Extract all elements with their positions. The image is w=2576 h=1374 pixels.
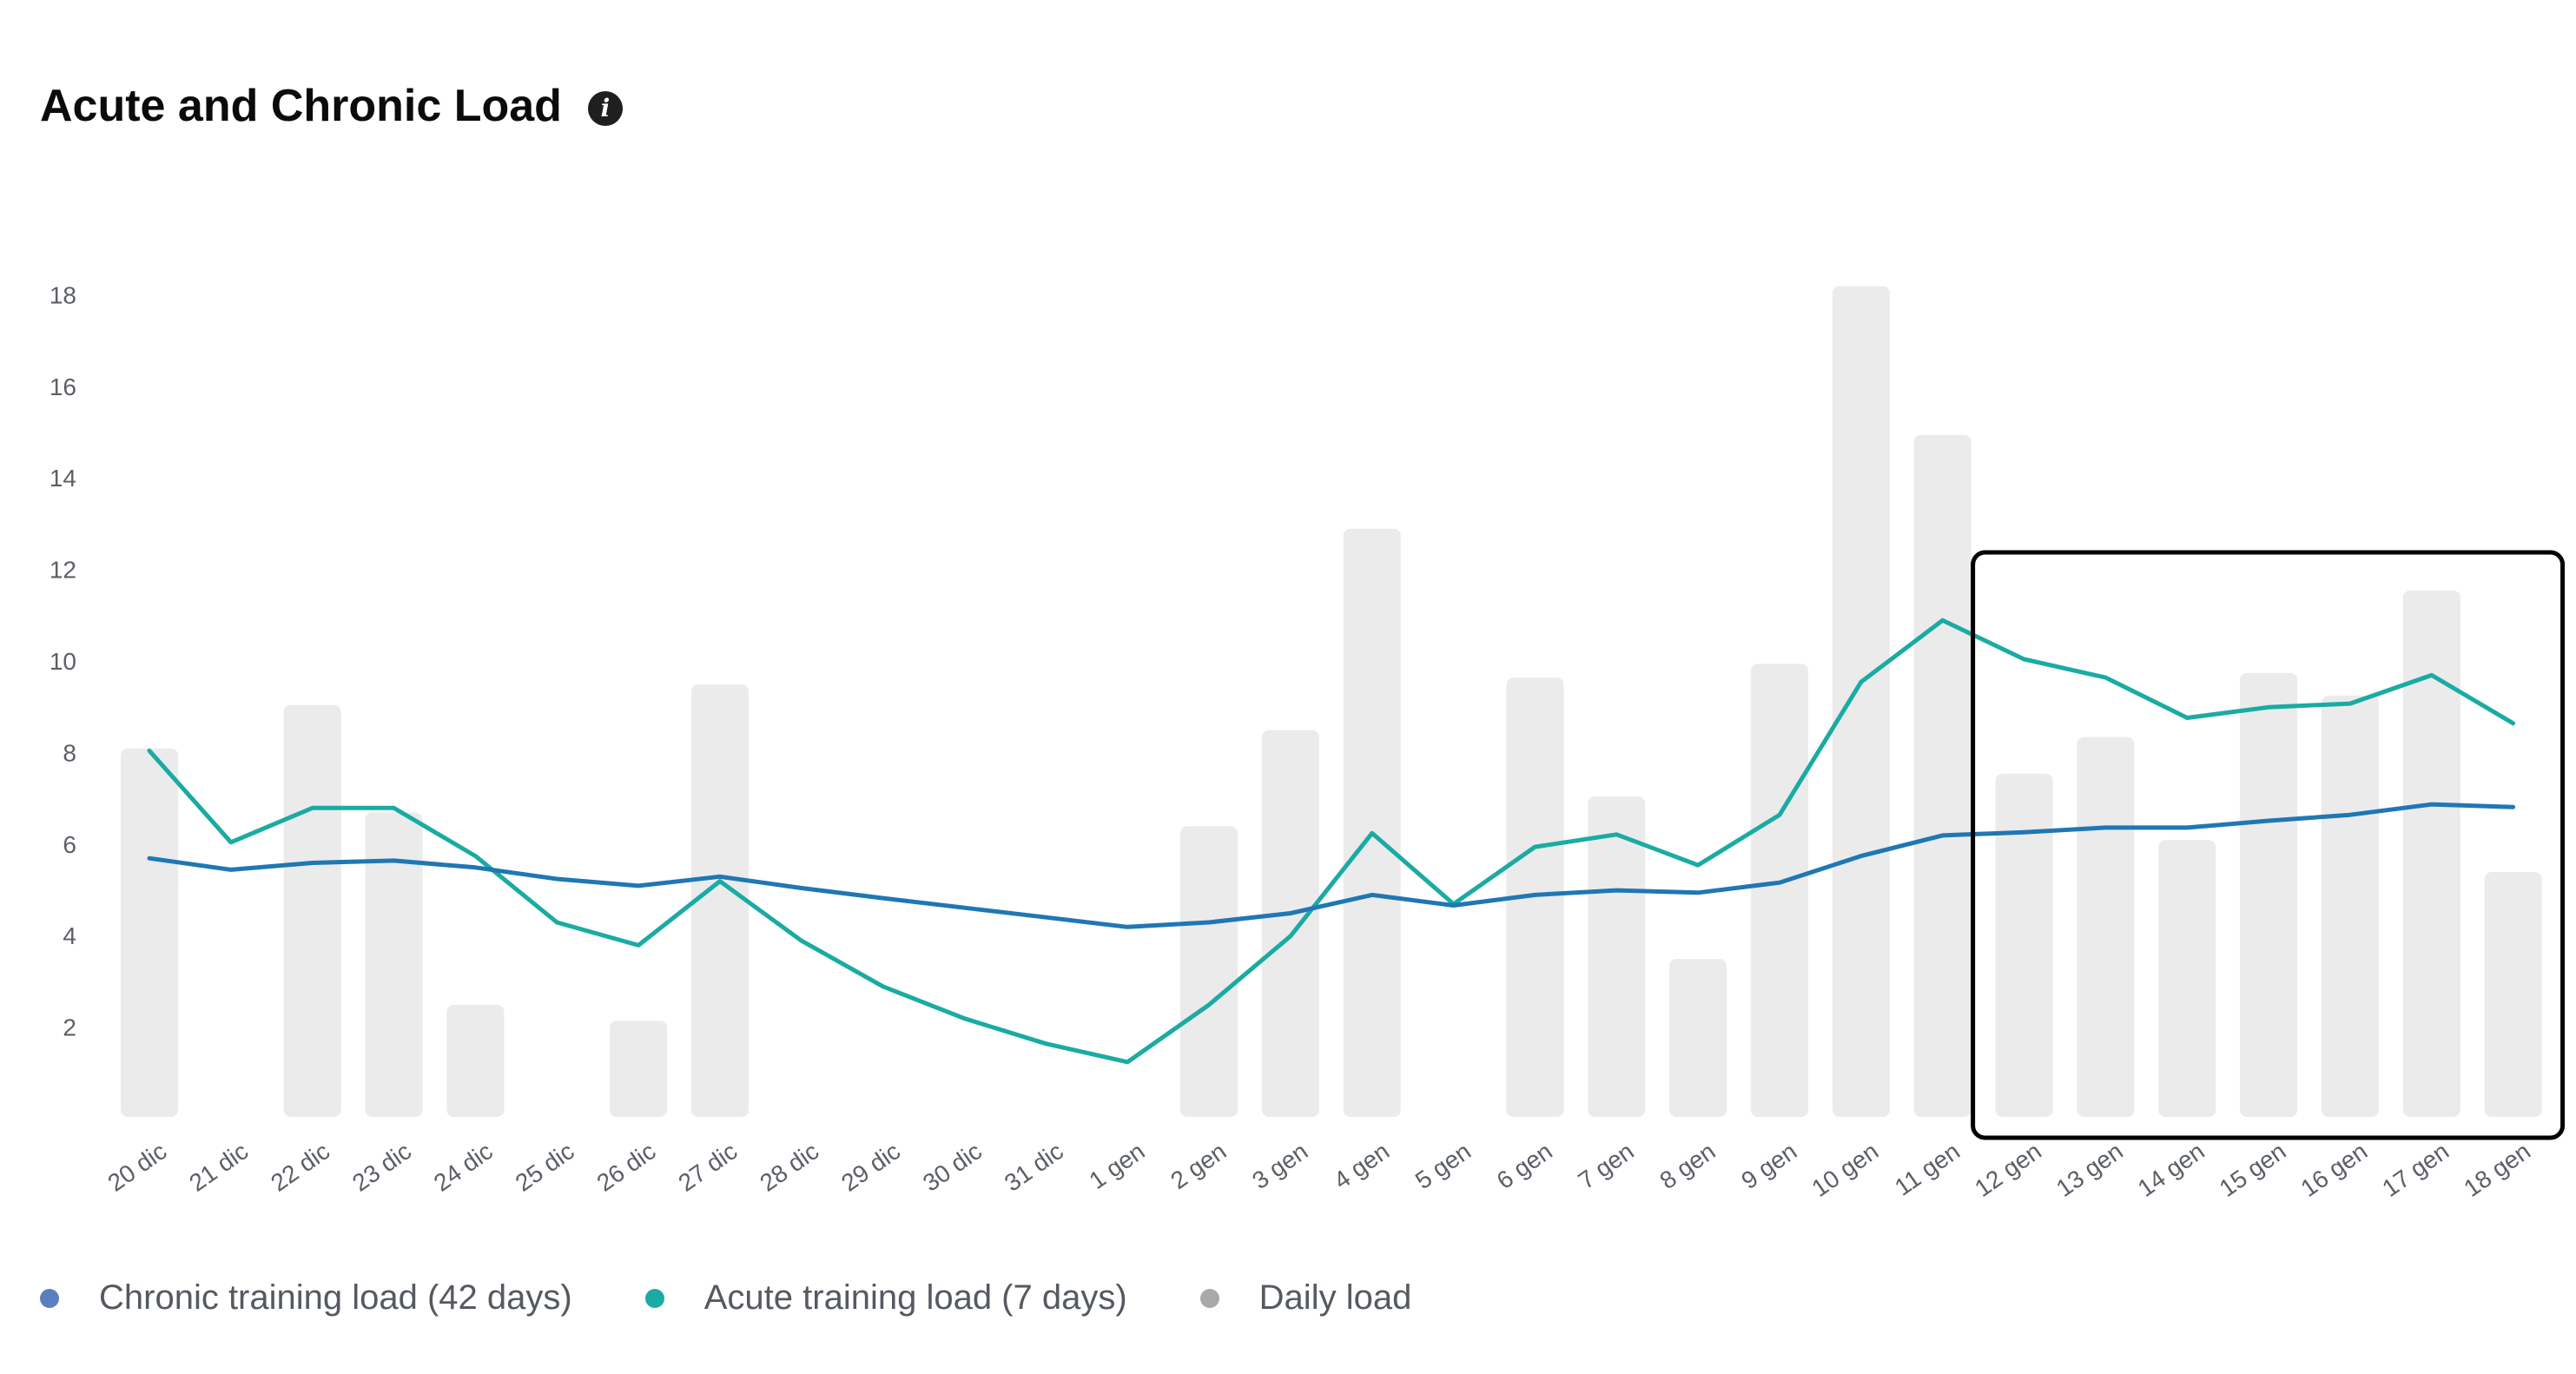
daily-load-bar [121, 748, 178, 1117]
x-tick-label: 22 dic [266, 1138, 334, 1197]
daily-load-bar [2484, 872, 2542, 1117]
x-tick-label: 31 dic [1000, 1138, 1068, 1197]
y-tick-label: 2 [63, 1014, 76, 1041]
y-tick-label: 16 [50, 373, 76, 400]
x-tick-label: 20 dic [102, 1138, 171, 1197]
daily-load-bar [1832, 286, 1890, 1117]
daily-load-bar [2402, 590, 2460, 1117]
daily-load-bar [2077, 737, 2135, 1117]
x-tick-label: 5 gen [1410, 1138, 1476, 1195]
daily-load-bar [1261, 730, 1319, 1117]
daily-load-bar [1343, 528, 1401, 1117]
x-tick-label: 10 gen [1807, 1138, 1883, 1203]
daily-load-bar [1751, 664, 1808, 1117]
daily-load-bar [283, 704, 341, 1117]
x-tick-label: 18 gen [2459, 1138, 2535, 1203]
x-tick-label: 15 gen [2215, 1138, 2291, 1203]
x-tick-label: 7 gen [1574, 1138, 1639, 1195]
daily-load-bar [610, 1021, 668, 1117]
y-tick-label: 12 [50, 557, 76, 584]
info-icon[interactable]: i [587, 91, 623, 126]
chronic-training-load-line [147, 802, 2516, 929]
y-tick-label: 14 [50, 465, 76, 492]
x-tick-label: 27 dic [673, 1138, 742, 1197]
y-tick-label: 4 [63, 922, 76, 949]
daily-load-bar [690, 684, 749, 1117]
legend-label-daily: Daily load [1258, 1278, 1412, 1317]
legend-item-acute[interactable]: Acute training load (7 days) [644, 1278, 1127, 1318]
x-tick-label: 30 dic [918, 1138, 987, 1197]
y-tick-label: 18 [50, 281, 76, 308]
y-tick-label: 10 [50, 648, 76, 675]
x-tick-label: 28 dic [755, 1138, 823, 1197]
x-tick-label: 2 gen [1166, 1138, 1231, 1195]
legend-swatch-daily [1199, 1288, 1219, 1308]
y-tick-label: 6 [63, 831, 76, 858]
x-tick-label: 8 gen [1655, 1138, 1720, 1195]
x-tick-label: 29 dic [836, 1138, 905, 1197]
legend-label-chronic: Chronic training load (42 days) [99, 1278, 572, 1317]
daily-load-bar [1180, 826, 1238, 1117]
daily-load-bar [2321, 696, 2379, 1117]
daily-load-bar [1995, 773, 2053, 1117]
acute-training-load-line [147, 618, 2516, 1065]
x-tick-label: 17 gen [2377, 1138, 2454, 1203]
daily-load-bar [365, 812, 423, 1117]
legend-swatch-acute [644, 1288, 664, 1308]
x-tick-label: 3 gen [1247, 1138, 1312, 1195]
highlight-box [1971, 550, 2566, 1140]
daily-load-bar [1588, 796, 1646, 1117]
chart-header: Acute and Chronic Load i [40, 80, 623, 132]
legend-swatch-chronic [40, 1288, 59, 1308]
x-tick-label: 1 gen [1084, 1138, 1149, 1195]
x-tick-label: 12 gen [1970, 1138, 2046, 1203]
daily-load-bar [2158, 840, 2216, 1117]
daily-load-bar [1669, 959, 1727, 1117]
daily-load-bar [1913, 434, 1972, 1117]
daily-load-bar [446, 1004, 505, 1117]
x-tick-label: 25 dic [511, 1138, 579, 1197]
y-tick-label: 8 [63, 739, 76, 766]
x-tick-label: 24 dic [429, 1138, 498, 1197]
x-tick-label: 6 gen [1492, 1138, 1557, 1195]
x-tick-label: 11 gen [1890, 1138, 1965, 1201]
x-tick-label: 21 dic [184, 1138, 253, 1197]
x-tick-label: 9 gen [1736, 1138, 1801, 1195]
legend-label-acute: Acute training load (7 days) [703, 1278, 1127, 1317]
daily-load-bar [2240, 672, 2298, 1117]
acute-chronic-load-chart: 2 4 6 8 10 12 14 16 18 20 dic 21 dic 22 dic 23 dic 24… [50, 281, 2566, 1203]
x-tick-label: 26 dic [592, 1138, 661, 1197]
chart-legend: Chronic training load (42 days) Acute tr… [40, 1278, 1484, 1318]
chart-title: Acute and Chronic Load [40, 81, 562, 131]
daily-load-bar [1506, 677, 1564, 1117]
x-tick-label: 23 dic [347, 1138, 416, 1197]
legend-item-daily[interactable]: Daily load [1199, 1278, 1412, 1318]
x-tick-label: 16 gen [2295, 1138, 2372, 1203]
x-tick-label: 14 gen [2133, 1138, 2209, 1203]
x-tick-label: 4 gen [1329, 1138, 1394, 1195]
legend-item-chronic[interactable]: Chronic training load (42 days) [40, 1278, 572, 1318]
x-tick-label: 13 gen [2051, 1138, 2128, 1203]
